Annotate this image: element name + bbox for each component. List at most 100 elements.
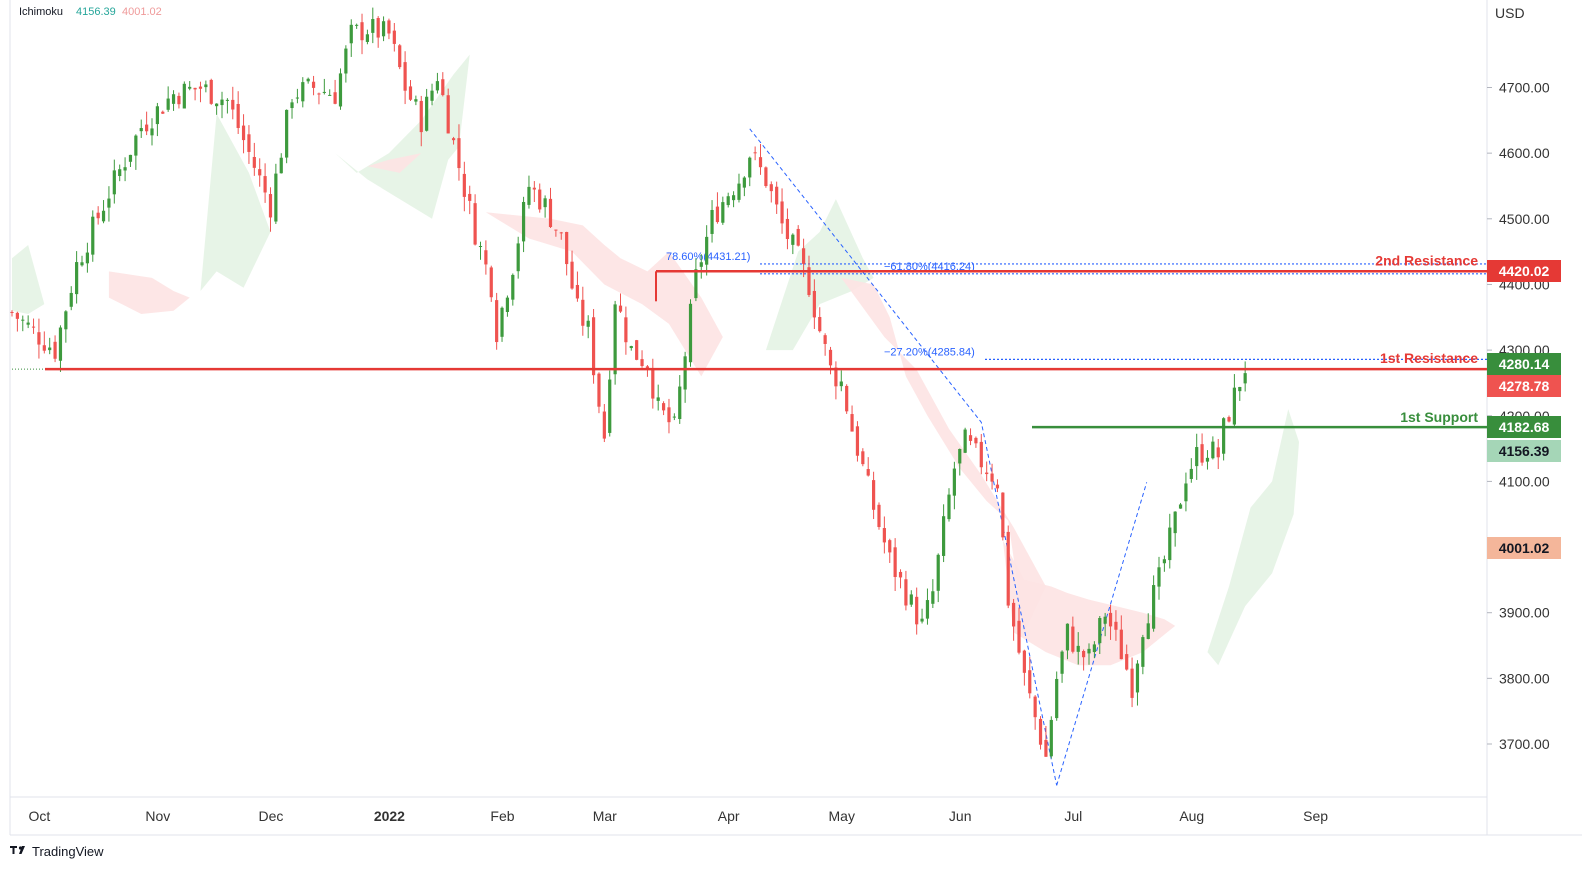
cloud-green-2 xyxy=(335,54,470,219)
indicator-value-b: 4001.02 xyxy=(122,6,162,18)
candle xyxy=(495,292,499,350)
candle xyxy=(629,345,633,351)
tradingview-logo-icon[interactable] xyxy=(10,846,25,854)
candle xyxy=(1216,438,1220,470)
candle xyxy=(317,92,321,105)
candle xyxy=(381,16,386,42)
cloud-green-0 xyxy=(12,245,45,314)
candle xyxy=(177,92,181,109)
candle xyxy=(42,331,46,354)
candle xyxy=(521,196,526,253)
candle xyxy=(145,111,149,136)
candle xyxy=(252,142,256,176)
candle xyxy=(10,310,14,317)
candle xyxy=(1076,632,1080,665)
svg-text:4420.02: 4420.02 xyxy=(1499,263,1550,279)
candle xyxy=(742,176,746,197)
candle xyxy=(1103,612,1107,637)
candle xyxy=(602,404,606,443)
candle xyxy=(721,196,725,225)
candle xyxy=(968,428,973,446)
candle xyxy=(451,136,456,145)
candle xyxy=(118,164,122,182)
candle xyxy=(1152,575,1156,632)
candle xyxy=(979,434,983,475)
candle xyxy=(818,307,822,333)
brand-name[interactable]: TradingView xyxy=(32,844,104,859)
candle xyxy=(947,488,951,522)
candle xyxy=(1130,657,1134,708)
candle xyxy=(107,186,111,222)
fibonacci-lines: 78.60%(4431.21)−61.80%(4416.24)−27.20%(4… xyxy=(666,128,1487,786)
y-tick-label: 3700.00 xyxy=(1499,736,1550,752)
candle xyxy=(974,436,978,448)
cloud-green-3 xyxy=(765,199,874,351)
candle xyxy=(635,339,639,361)
candle xyxy=(1168,513,1172,569)
candle xyxy=(1022,649,1026,686)
candle xyxy=(764,166,768,188)
candle xyxy=(1195,433,1199,480)
candle xyxy=(559,231,563,240)
candle xyxy=(295,88,300,104)
candle xyxy=(855,421,860,462)
candle xyxy=(839,370,843,392)
candle xyxy=(1189,458,1193,483)
candle xyxy=(699,254,703,279)
candle xyxy=(548,187,553,228)
candle xyxy=(398,44,402,70)
candle xyxy=(915,587,919,635)
candle xyxy=(1114,610,1118,641)
candle xyxy=(904,570,908,611)
fib-swing-line xyxy=(749,128,1058,786)
candle xyxy=(220,91,224,119)
price-badge: 4156.39 xyxy=(1487,440,1561,462)
candle xyxy=(726,192,730,208)
candle xyxy=(925,588,930,625)
candle xyxy=(301,77,305,108)
level-label: 2nd Resistance xyxy=(1375,252,1478,268)
cloud-red-2 xyxy=(485,212,723,377)
candle xyxy=(952,461,956,510)
y-tick-label: 4600.00 xyxy=(1499,145,1550,161)
candle xyxy=(128,154,133,167)
candle xyxy=(188,81,192,91)
candle xyxy=(425,88,429,132)
candle xyxy=(279,153,283,174)
candle xyxy=(69,286,73,311)
time-axis[interactable]: Oct Nov Dec 2022 Feb Mar Apr May Jun Jul Aug Sep xyxy=(28,808,1328,824)
svg-text:4278.78: 4278.78 xyxy=(1499,378,1550,394)
candle xyxy=(365,29,370,45)
candle xyxy=(198,81,203,103)
candle xyxy=(322,78,326,95)
x-tick-label: Apr xyxy=(718,808,740,824)
candle xyxy=(247,125,251,164)
candle xyxy=(1227,415,1231,423)
candle xyxy=(963,427,967,454)
candle xyxy=(678,375,682,424)
candle xyxy=(209,78,213,105)
indicator-name[interactable]: Ichimoku xyxy=(19,6,63,18)
candle xyxy=(489,265,493,302)
candle xyxy=(575,271,580,302)
candle xyxy=(1178,502,1183,509)
candle xyxy=(468,185,472,215)
candlesticks xyxy=(10,7,1247,759)
price-axis[interactable]: 3700.003800.003900.004000.004100.004200.… xyxy=(1487,80,1561,753)
candle xyxy=(753,146,757,161)
candle xyxy=(268,187,273,232)
x-tick-label: Dec xyxy=(258,808,283,824)
candle xyxy=(898,569,903,589)
candle xyxy=(1243,361,1247,392)
candle xyxy=(785,208,790,250)
candle xyxy=(1028,656,1032,699)
candle xyxy=(581,286,585,336)
candle xyxy=(705,225,709,276)
candle xyxy=(1065,623,1070,660)
candle xyxy=(306,77,310,84)
candle xyxy=(182,81,186,109)
support-resistance-levels: 2nd Resistance 1st Resistance 1st Support xyxy=(12,252,1487,429)
candle xyxy=(651,358,655,409)
x-tick-label: Jul xyxy=(1064,808,1082,824)
